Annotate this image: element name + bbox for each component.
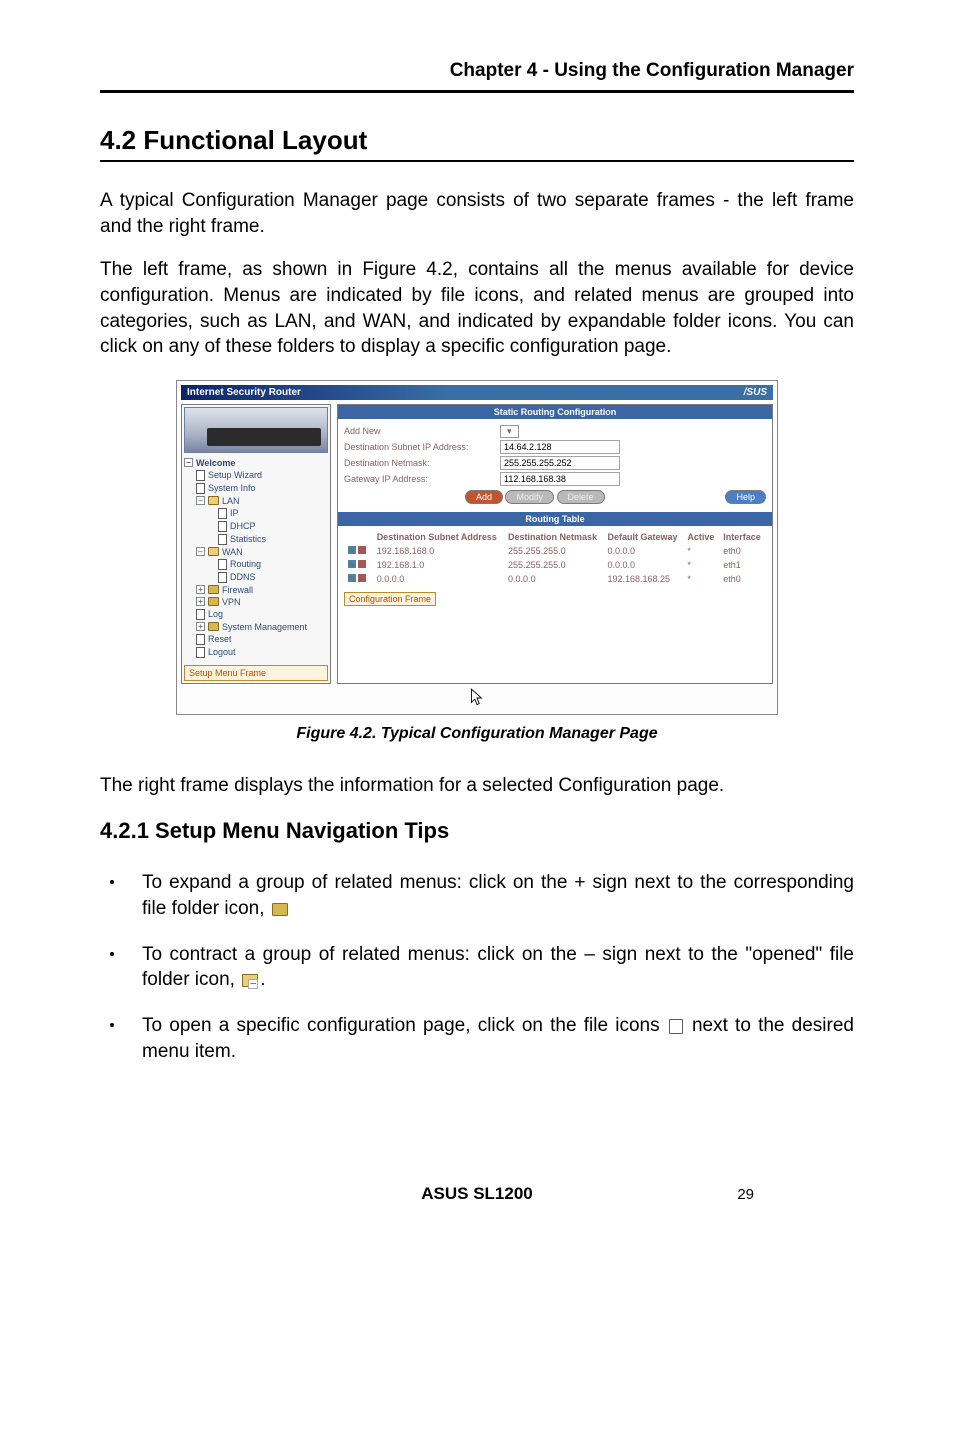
minus-icon[interactable]: – (196, 496, 205, 505)
router-image (184, 407, 328, 453)
file-icon (218, 534, 227, 545)
plus-icon[interactable]: + (196, 597, 205, 606)
file-icon (218, 521, 227, 532)
delete-button[interactable]: Delete (557, 490, 605, 504)
table-row: ✎✕192.168.1.0255.255.255.00.0.0.0*eth1 (344, 558, 766, 572)
minus-icon[interactable]: – (184, 458, 193, 467)
help-button[interactable]: Help (725, 490, 766, 504)
figure-caption: Figure 4.2. Typical Configuration Manage… (100, 725, 854, 743)
tree-item-ddns[interactable]: DDNS (218, 571, 328, 584)
dest-subnet-input[interactable] (500, 440, 620, 454)
dest-netmask-input[interactable] (500, 456, 620, 470)
folder-icon (208, 597, 219, 606)
minus-icon[interactable]: – (196, 547, 205, 556)
tip-contract: To contract a group of related menus: cl… (100, 942, 854, 993)
para-left-frame: The left frame, as shown in Figure 4.2, … (100, 257, 854, 360)
tip-open-page: To open a specific configuration page, c… (100, 1013, 854, 1064)
para-intro: A typical Configuration Manager page con… (100, 188, 854, 239)
file-icon (196, 647, 205, 658)
col-dest-mask: Destination Netmask (504, 530, 603, 544)
table-row: ✎✕0.0.0.00.0.0.0192.168.168.25*eth0 (344, 572, 766, 586)
left-frame: – Welcome Setup Wizard System Info –LAN … (181, 404, 331, 684)
right-frame: Static Routing Configuration Add New ▾ D… (337, 404, 773, 684)
col-active: Active (683, 530, 719, 544)
bullet-icon (110, 1023, 114, 1027)
tree-item-routing[interactable]: Routing (218, 558, 328, 571)
add-new-row[interactable]: Add New ▾ (344, 425, 766, 438)
routing-table: Destination Subnet Address Destination N… (344, 530, 766, 586)
dest-subnet-label: Destination Subnet IP Address: (344, 442, 494, 452)
folder-icon (272, 903, 288, 916)
page-number: 29 (737, 1186, 754, 1203)
gateway-input[interactable] (500, 472, 620, 486)
file-icon (196, 483, 205, 494)
gateway-label: Gateway IP Address: (344, 474, 494, 484)
configuration-frame-callout: Configuration Frame (344, 592, 436, 606)
row-action-icons[interactable]: ✎✕ (344, 544, 373, 558)
tree-item-logout[interactable]: Logout (196, 646, 328, 659)
tips-list: To expand a group of related menus: clic… (100, 870, 854, 1064)
file-icon (196, 634, 205, 645)
tree-item-system-info[interactable]: System Info (196, 482, 328, 495)
tip-expand: To expand a group of related menus: clic… (100, 870, 854, 921)
file-icon (218, 508, 227, 519)
row-action-icons[interactable]: ✎✕ (344, 572, 373, 586)
subsection-title: 4.2.1 Setup Menu Navigation Tips (100, 818, 854, 844)
col-interface: Interface (719, 530, 766, 544)
cursor-icon (470, 688, 484, 708)
section-title: 4.2 Functional Layout (100, 125, 854, 162)
chapter-header: Chapter 4 - Using the Configuration Mana… (100, 60, 854, 82)
tree-item-dhcp[interactable]: DHCP (218, 520, 328, 533)
tree-item-ip[interactable]: IP (218, 507, 328, 520)
tree-item-vpn[interactable]: +VPN (196, 596, 328, 608)
tree-root-label: Welcome (196, 458, 235, 468)
app-titlebar: Internet Security Router /SUS (181, 385, 773, 400)
routing-table-title: Routing Table (338, 512, 772, 526)
folder-open-icon (242, 974, 258, 987)
tree-root[interactable]: – Welcome (184, 457, 328, 469)
bullet-icon (110, 880, 114, 884)
file-icon (218, 572, 227, 583)
add-button[interactable]: Add (465, 490, 503, 504)
file-icon (196, 609, 205, 620)
setup-menu-frame-callout: Setup Menu Frame (184, 665, 328, 681)
page-footer: ASUS SL1200 29 (100, 1184, 854, 1204)
tree-item-reset[interactable]: Reset (196, 633, 328, 646)
col-dest-addr: Destination Subnet Address (373, 530, 504, 544)
plus-icon[interactable]: + (196, 622, 205, 631)
product-name: ASUS SL1200 (421, 1184, 533, 1204)
file-icon (218, 559, 227, 570)
folder-open-icon (208, 547, 219, 556)
plus-icon[interactable]: + (196, 585, 205, 594)
tree-item-wan[interactable]: –WAN (196, 546, 328, 558)
folder-icon (208, 622, 219, 631)
dest-netmask-label: Destination Netmask: (344, 458, 494, 468)
header-rule (100, 90, 854, 93)
config-panel-title: Static Routing Configuration (338, 405, 772, 419)
para-right-frame: The right frame displays the information… (100, 773, 854, 799)
figure-4-2: Internet Security Router /SUS – Welcome … (176, 380, 778, 715)
tree-item-lan[interactable]: –LAN (196, 495, 328, 507)
tree-item-sys-mgmt[interactable]: +System Management (196, 621, 328, 633)
bullet-icon (110, 952, 114, 956)
tree-item-log[interactable]: Log (196, 608, 328, 621)
tree-item-setup-wizard[interactable]: Setup Wizard (196, 469, 328, 482)
brand-logo: /SUS (744, 387, 767, 398)
file-icon (196, 470, 205, 481)
row-action-icons[interactable]: ✎✕ (344, 558, 373, 572)
folder-open-icon (208, 496, 219, 505)
folder-icon (208, 585, 219, 594)
table-row: ✎✕192.168.168.0255.255.255.00.0.0.0*eth0 (344, 544, 766, 558)
add-new-dropdown[interactable]: ▾ (500, 425, 519, 438)
tree-item-firewall[interactable]: +Firewall (196, 584, 328, 596)
col-gateway: Default Gateway (603, 530, 683, 544)
modify-button[interactable]: Modify (505, 490, 554, 504)
app-title: Internet Security Router (187, 387, 301, 398)
tree-item-statistics[interactable]: Statistics (218, 533, 328, 546)
file-icon (669, 1019, 683, 1034)
